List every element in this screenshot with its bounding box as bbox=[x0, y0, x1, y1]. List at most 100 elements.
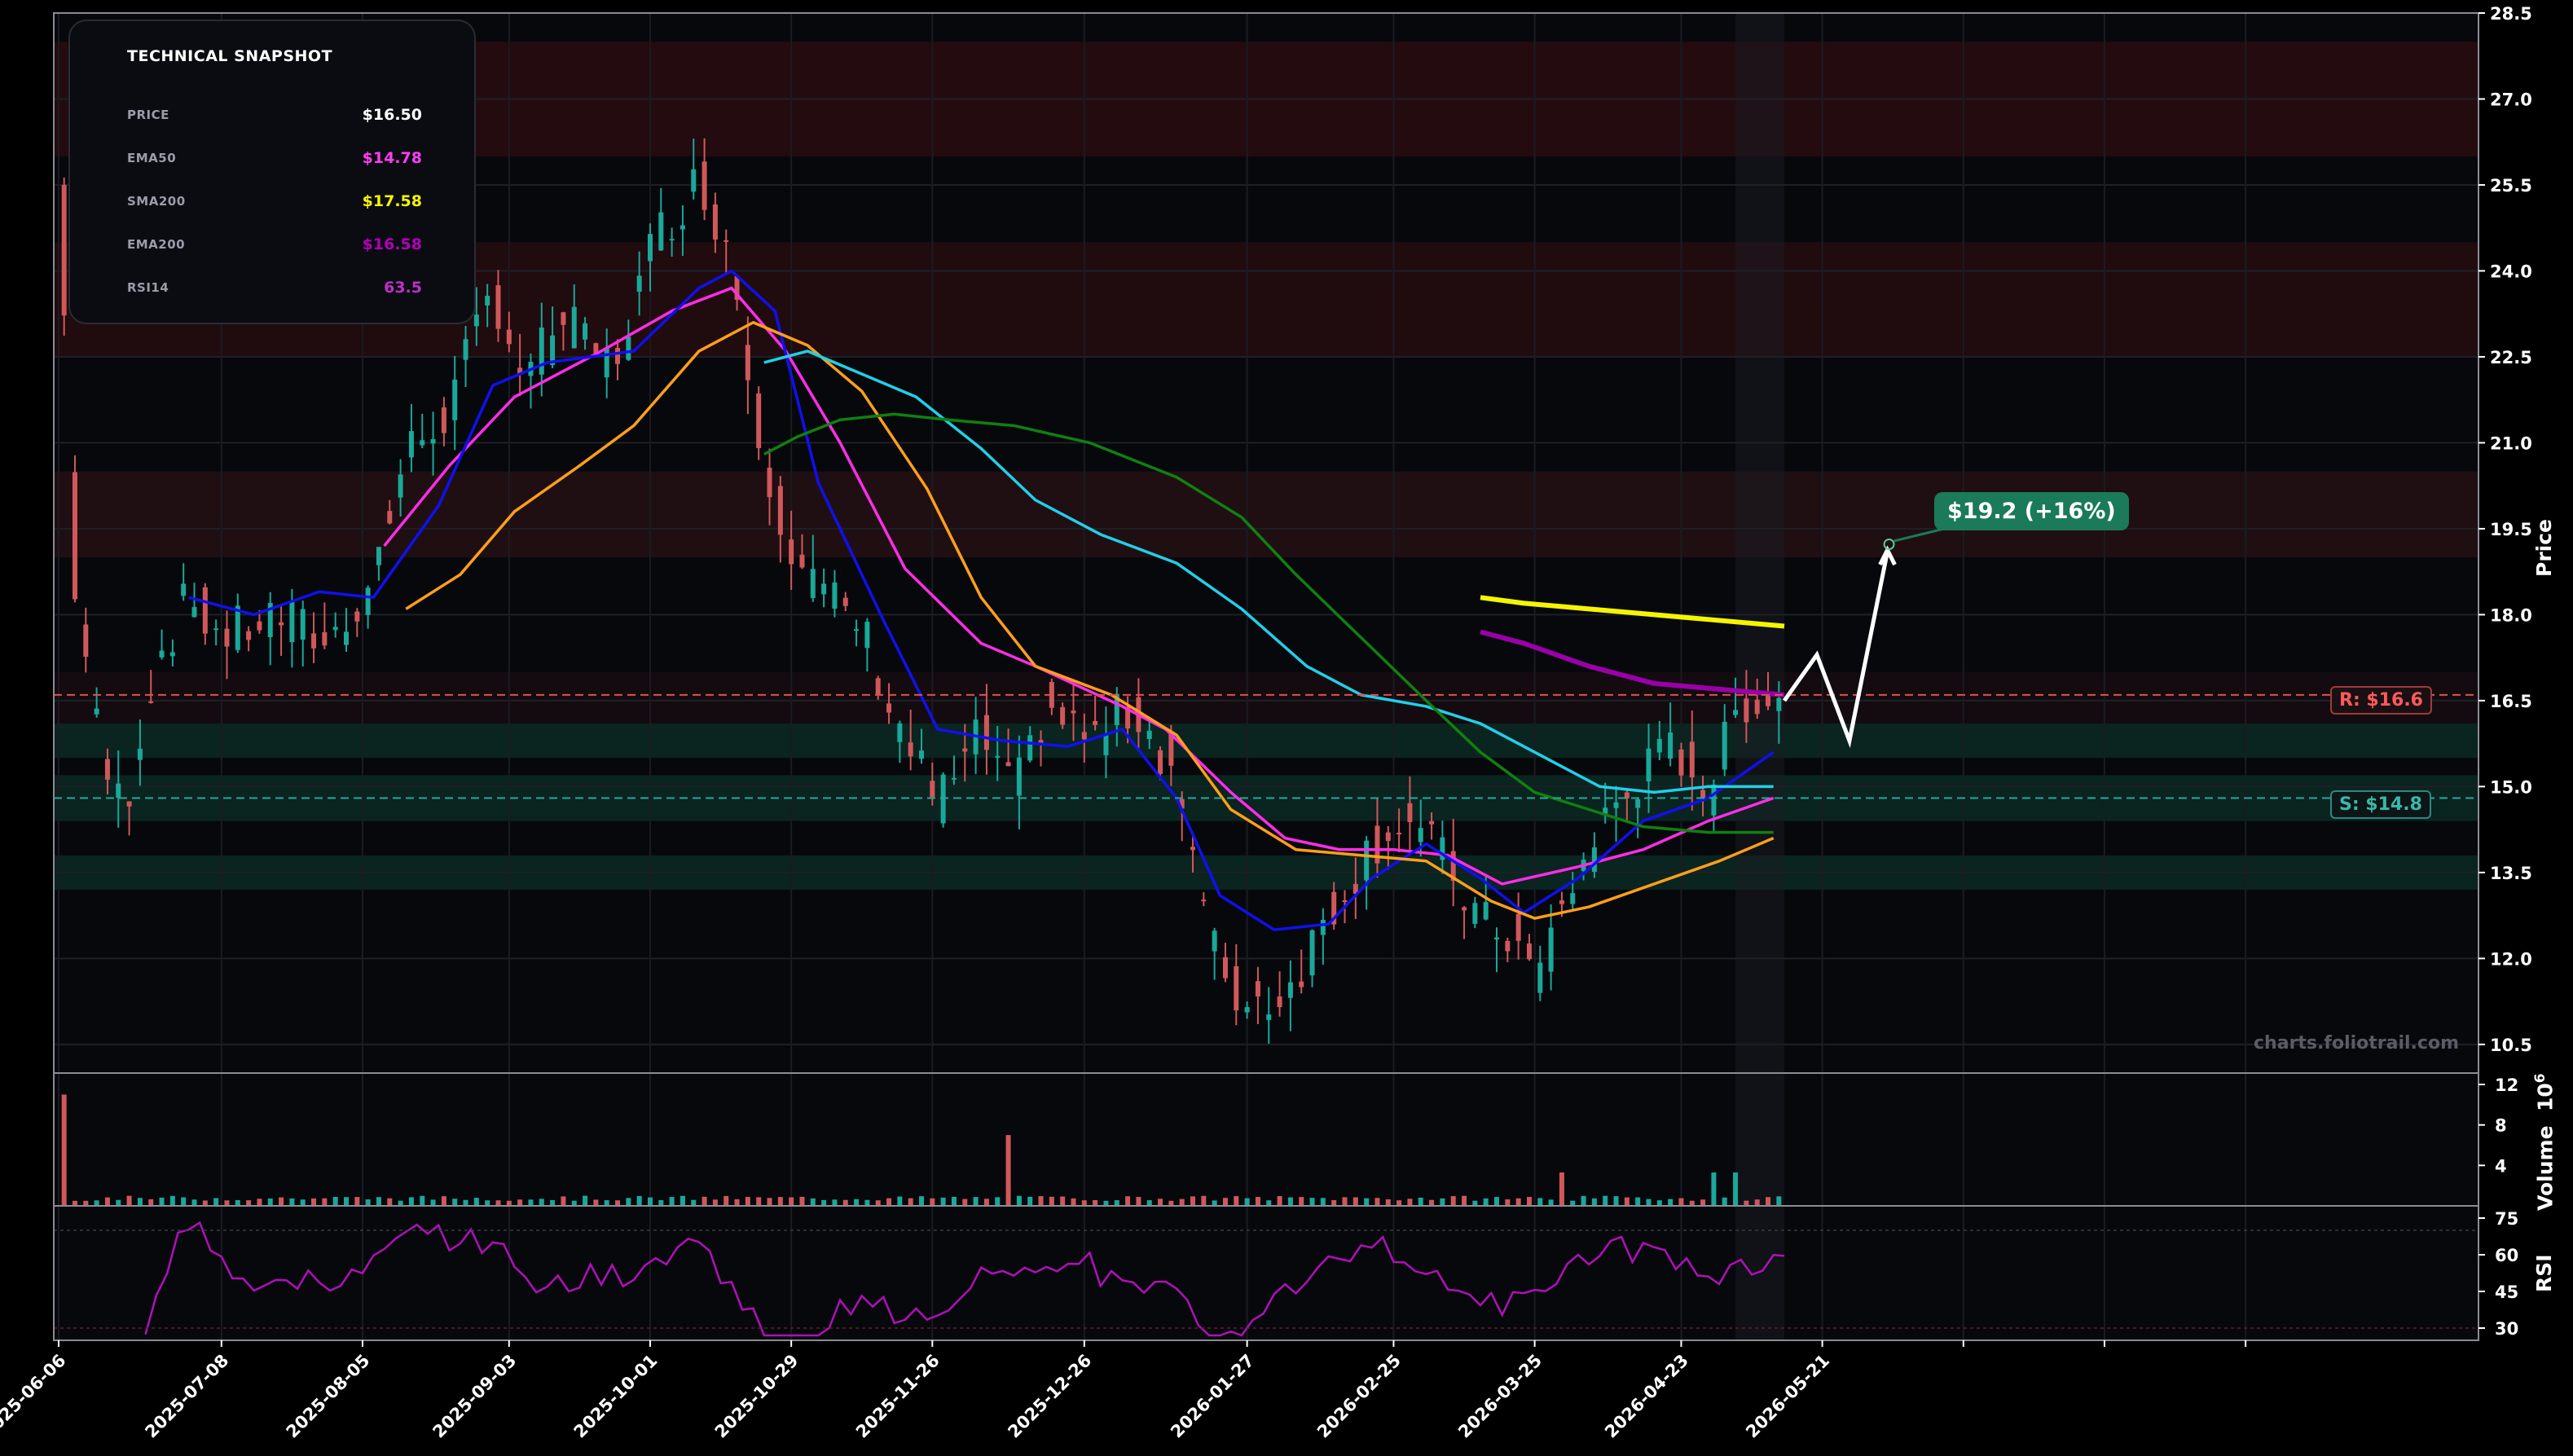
candle bbox=[1418, 828, 1423, 842]
volume-bar bbox=[1581, 1195, 1586, 1206]
volume-bar bbox=[1450, 1196, 1456, 1206]
candle bbox=[1646, 748, 1652, 782]
candle bbox=[1515, 913, 1521, 941]
volume-bar bbox=[257, 1199, 262, 1206]
candle bbox=[1201, 900, 1207, 902]
candle bbox=[810, 569, 816, 598]
candle bbox=[930, 781, 935, 798]
candle bbox=[550, 335, 556, 366]
candle bbox=[1744, 698, 1749, 723]
snapshot-label: EMA200 bbox=[127, 237, 186, 252]
candle bbox=[344, 631, 349, 645]
indicator-sma150 bbox=[763, 412, 1774, 834]
volume-bar bbox=[289, 1198, 295, 1206]
candle bbox=[332, 627, 338, 631]
volume-bar bbox=[1179, 1199, 1185, 1206]
candle bbox=[181, 583, 187, 596]
volume-bar bbox=[528, 1199, 534, 1206]
candle bbox=[1255, 981, 1260, 997]
candle bbox=[1591, 847, 1597, 873]
candle bbox=[593, 343, 599, 354]
candle bbox=[1559, 900, 1564, 904]
candle bbox=[1668, 732, 1674, 759]
volume-bar bbox=[1146, 1200, 1152, 1206]
indicator-ema20 bbox=[188, 269, 1775, 931]
candle bbox=[1146, 730, 1152, 740]
candle bbox=[1266, 1014, 1272, 1020]
candle bbox=[1494, 937, 1499, 940]
candle bbox=[724, 240, 729, 242]
candle bbox=[864, 622, 870, 649]
volume-bar bbox=[279, 1197, 284, 1206]
candle bbox=[680, 225, 685, 230]
volume-bar bbox=[734, 1199, 740, 1206]
snapshot-value: $14.78 bbox=[362, 149, 422, 167]
volume-bar bbox=[962, 1199, 968, 1206]
volume-bar bbox=[344, 1197, 349, 1206]
candle bbox=[517, 367, 523, 375]
price-tick-label: 18.0 bbox=[2490, 605, 2532, 625]
candle bbox=[1776, 697, 1782, 711]
snapshot-title: TECHNICAL SNAPSHOT bbox=[127, 47, 333, 65]
candle bbox=[571, 306, 577, 349]
snapshot-value: $16.50 bbox=[362, 106, 422, 124]
projection-arrowhead bbox=[1878, 545, 1897, 566]
volume-bar bbox=[61, 1094, 67, 1206]
volume-bar bbox=[593, 1199, 599, 1206]
candle bbox=[267, 602, 273, 637]
watermark: charts.foliotrail.com bbox=[2254, 1033, 2459, 1054]
candle bbox=[1700, 790, 1706, 798]
candle bbox=[1754, 699, 1760, 715]
candle bbox=[636, 275, 642, 293]
volume-bar bbox=[1700, 1199, 1706, 1206]
candle bbox=[854, 629, 860, 631]
volume-bar bbox=[658, 1199, 664, 1206]
x-tick-label: 2025-06-06 bbox=[0, 1351, 70, 1442]
candle bbox=[1624, 792, 1630, 798]
volume-bar bbox=[615, 1200, 621, 1206]
volume-bar bbox=[1570, 1200, 1576, 1206]
volume-bar bbox=[1603, 1195, 1608, 1206]
candle bbox=[875, 678, 881, 695]
volume-bar bbox=[767, 1198, 772, 1206]
candle bbox=[300, 609, 306, 640]
volume-bar bbox=[398, 1200, 403, 1206]
volume-bar bbox=[821, 1199, 827, 1206]
volume-bar bbox=[1385, 1199, 1391, 1206]
candle bbox=[821, 583, 827, 595]
volume-bar bbox=[1038, 1196, 1044, 1206]
volume-bar bbox=[908, 1198, 913, 1206]
candle bbox=[224, 628, 230, 647]
candle bbox=[137, 748, 143, 760]
candle bbox=[116, 783, 121, 798]
volume-bar bbox=[1635, 1197, 1641, 1206]
volume-bar bbox=[940, 1197, 946, 1206]
candle bbox=[1016, 757, 1022, 796]
candle bbox=[1722, 721, 1727, 770]
volume-bar bbox=[1656, 1200, 1662, 1206]
price-tick-label: 12.0 bbox=[2490, 949, 2532, 969]
volume-bar bbox=[485, 1200, 490, 1206]
snapshot-label: SMA200 bbox=[127, 194, 186, 209]
volume-bar bbox=[104, 1197, 110, 1206]
volume-bar bbox=[1320, 1198, 1326, 1206]
volume-bar bbox=[712, 1199, 718, 1206]
candle bbox=[257, 621, 262, 631]
volume-bar bbox=[1266, 1200, 1272, 1206]
candle bbox=[322, 632, 328, 646]
volume-bar bbox=[756, 1197, 762, 1206]
volume-bar bbox=[1483, 1198, 1489, 1206]
price-tick-label: 19.5 bbox=[2490, 520, 2532, 539]
volume-bar bbox=[1364, 1198, 1370, 1206]
price-tick-label: 13.5 bbox=[2490, 864, 2532, 883]
candle bbox=[940, 774, 946, 824]
price-tick-label: 25.5 bbox=[2490, 176, 2532, 196]
candle bbox=[452, 379, 458, 420]
x-tick-label: 2026-02-25 bbox=[1313, 1351, 1405, 1442]
candle bbox=[1309, 930, 1315, 976]
volume-bar bbox=[1526, 1197, 1532, 1206]
candle bbox=[485, 296, 490, 306]
volume-tick-label: 12 bbox=[2495, 1076, 2518, 1095]
target-label: $19.2 (+16%) bbox=[1934, 492, 2129, 530]
candle bbox=[94, 708, 99, 715]
